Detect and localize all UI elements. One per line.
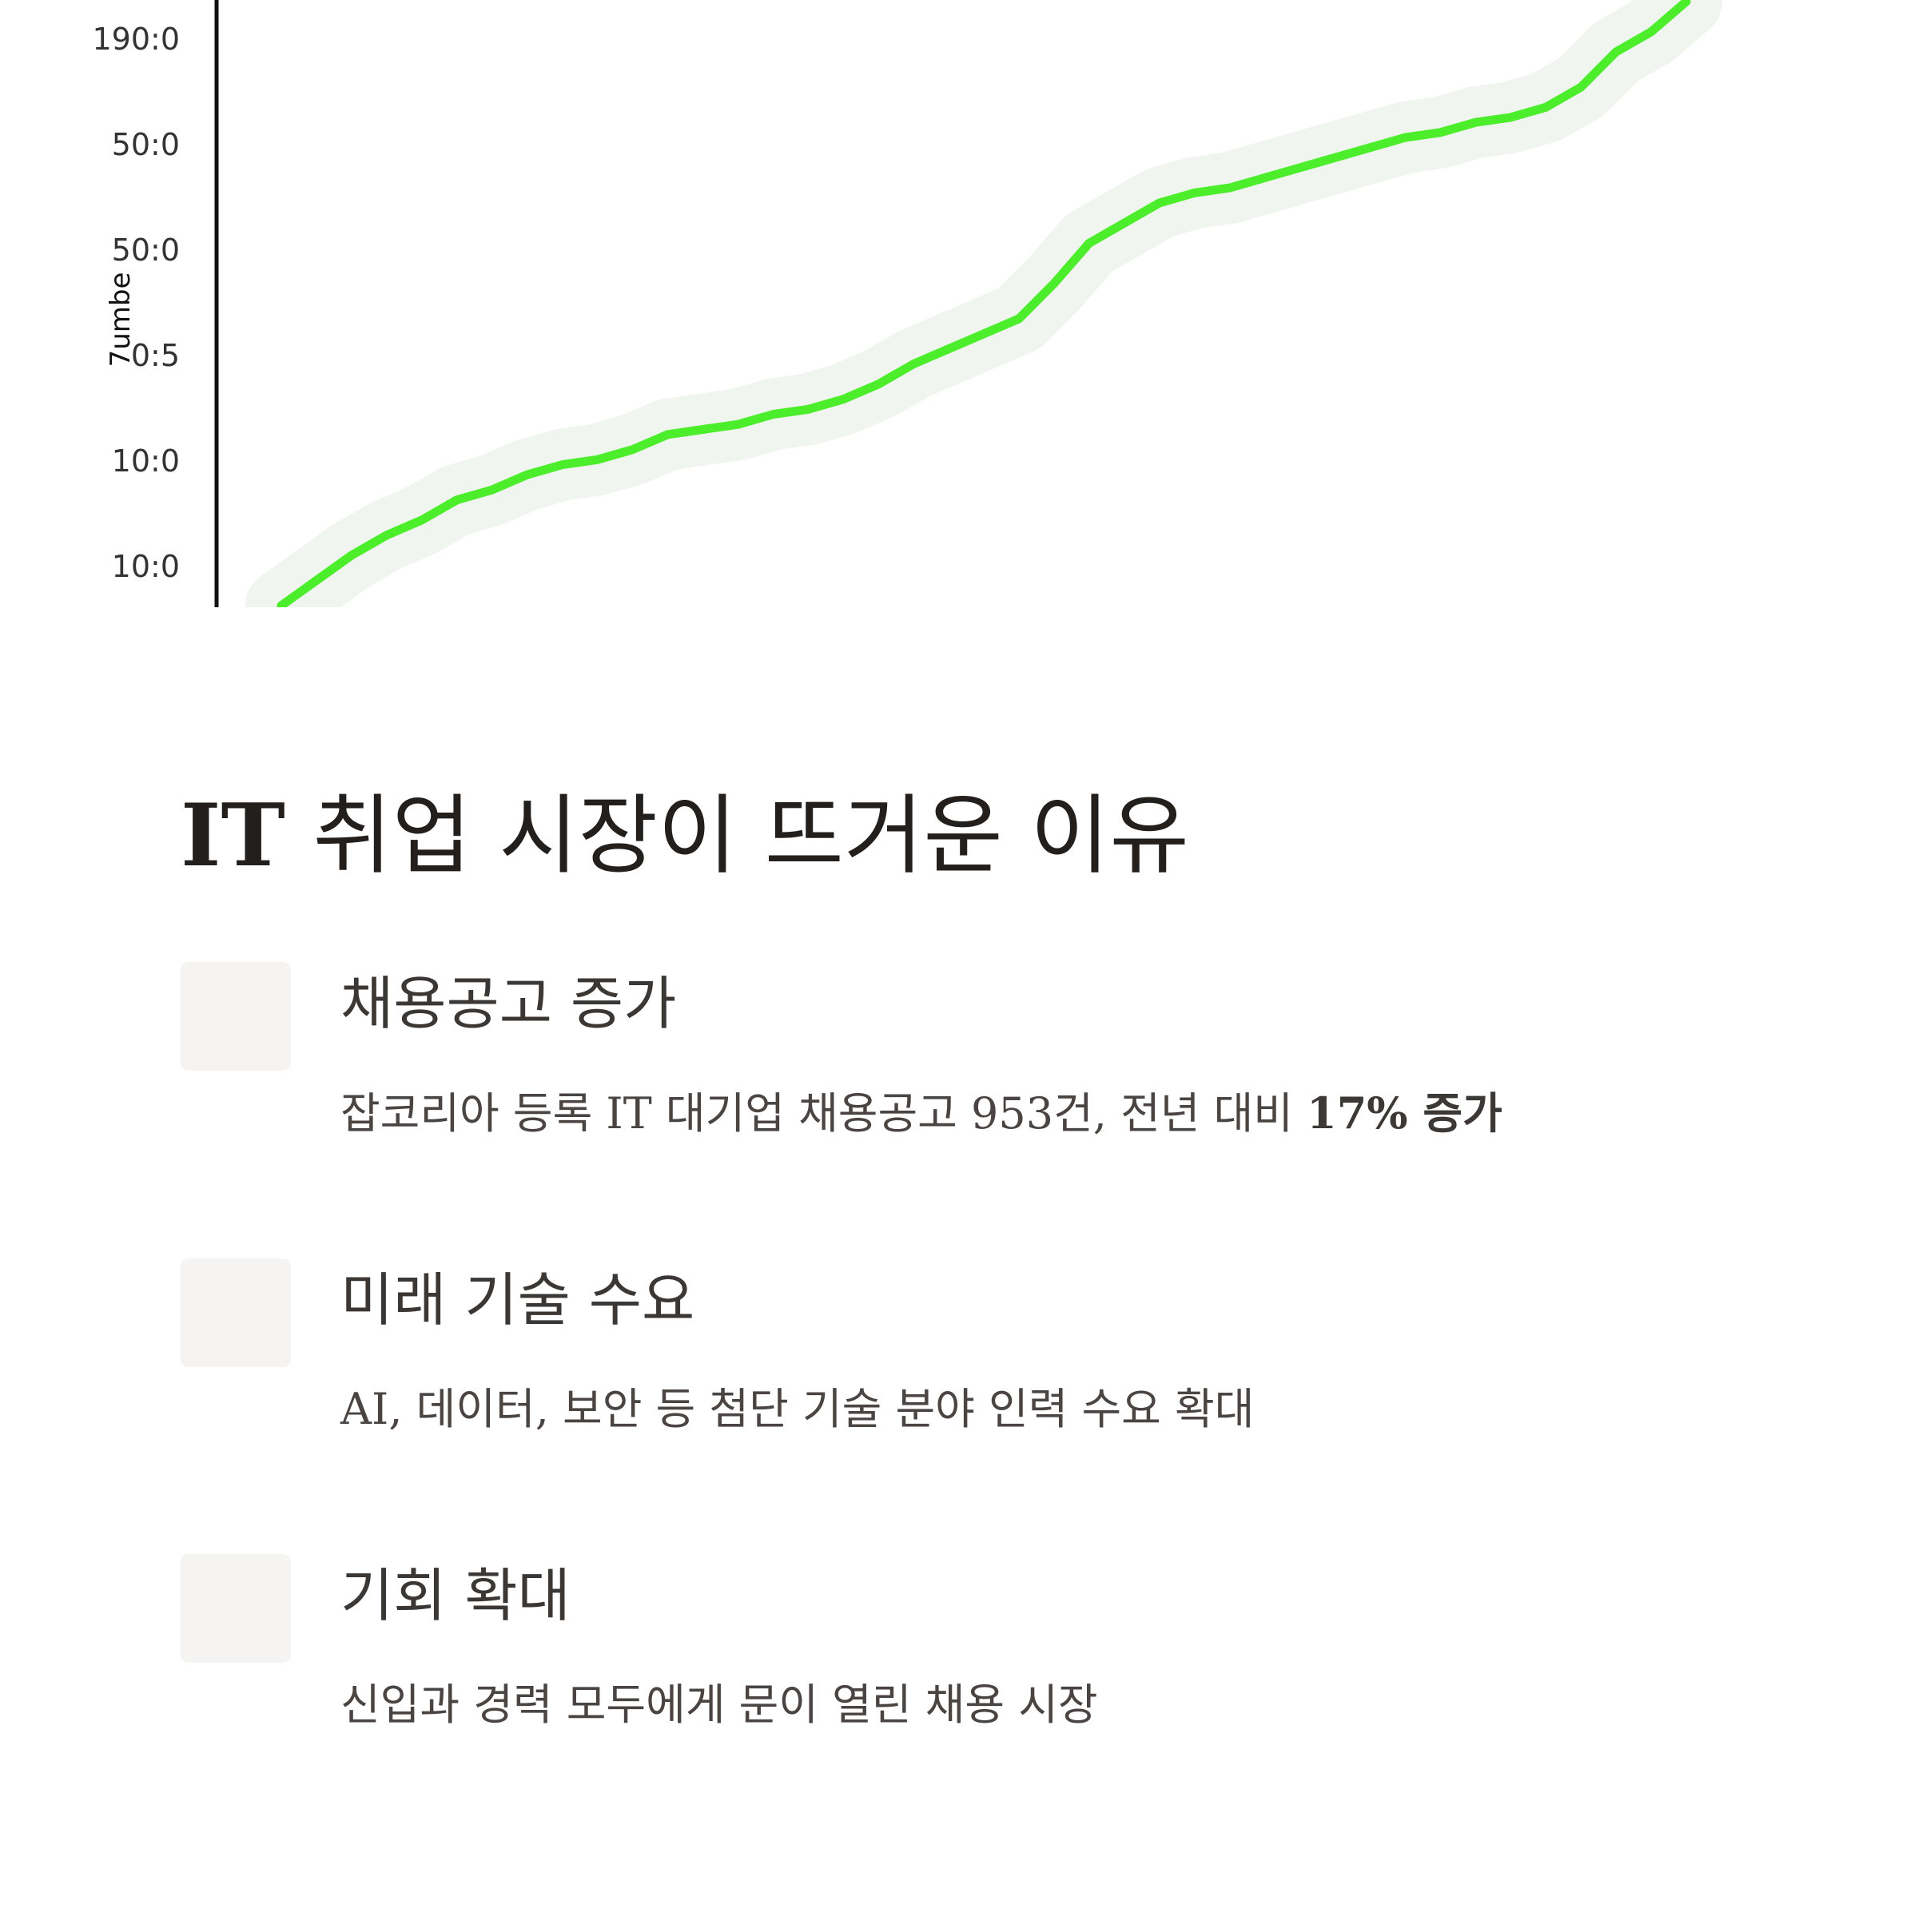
reason-desc: AI, 데이터, 보안 등 첨단 기술 분야 인력 수요 확대	[340, 1388, 1254, 1431]
line-chart: 190:0 50:0 50:0 0:5 10:0 10:0 7umbe	[0, 0, 1918, 607]
reason-icon-box	[181, 1258, 291, 1367]
y-tick-label: 10:0	[112, 443, 180, 479]
series-line	[277, 0, 1691, 607]
reason-title: 미래 기술 수요	[340, 1266, 695, 1334]
reason-title: 기회 확대	[340, 1562, 571, 1629]
line-chart-svg: 190:0 50:0 50:0 0:5 10:0 10:0 7umbe	[92, 0, 1722, 607]
reason-desc: 잡코리아 등록 IT 대기업 채용공고 953건, 전년 대비 17% 증가	[340, 1091, 1502, 1135]
series-shadow	[245, 0, 1722, 607]
reason-item-opportunity: 기회 확대 신입과 경력 모두에게 문이 열린 채용 시장	[181, 1554, 1699, 1754]
page-title-latin: IT	[181, 785, 285, 886]
y-axis-title: 7umbe	[105, 272, 137, 368]
page-title-rest: 취업 시장이 뜨거운 이유	[285, 786, 1189, 886]
reason-desc-text: 신입과 경력 모두에게 문이 열린 채용 시장	[340, 1680, 1098, 1730]
reason-icon-box	[181, 962, 291, 1071]
reason-desc-text: 잡코리아 등록 IT 대기업 채용공고 953건, 전년 대비	[340, 1088, 1307, 1139]
y-tick-label: 190:0	[92, 22, 180, 57]
y-tick-labels: 190:0 50:0 50:0 0:5 10:0 10:0	[92, 22, 180, 584]
reason-desc: 신입과 경력 모두에게 문이 열린 채용 시장	[340, 1684, 1098, 1727]
reason-desc-text: AI, 데이터, 보안 등 첨단 기술 분야 인력 수요 확대	[340, 1384, 1255, 1434]
page-title: IT 취업 시장이 뜨거운 이유	[181, 793, 1189, 880]
reason-item-hiring: 채용공고 증가 잡코리아 등록 IT 대기업 채용공고 953건, 전년 대비 …	[181, 962, 1699, 1162]
reason-item-tech-demand: 미래 기술 수요 AI, 데이터, 보안 등 첨단 기술 분야 인력 수요 확대	[181, 1258, 1699, 1458]
y-tick-label: 50:0	[112, 127, 180, 162]
series-group	[245, 0, 1722, 607]
reason-title: 채용공고 증가	[340, 970, 677, 1037]
reason-desc-highlight: 17% 증가	[1307, 1087, 1502, 1139]
y-tick-label: 50:0	[112, 233, 180, 268]
y-tick-label: 10:0	[112, 549, 180, 584]
reason-icon-box	[181, 1554, 291, 1663]
y-tick-label: 0:5	[131, 338, 180, 373]
